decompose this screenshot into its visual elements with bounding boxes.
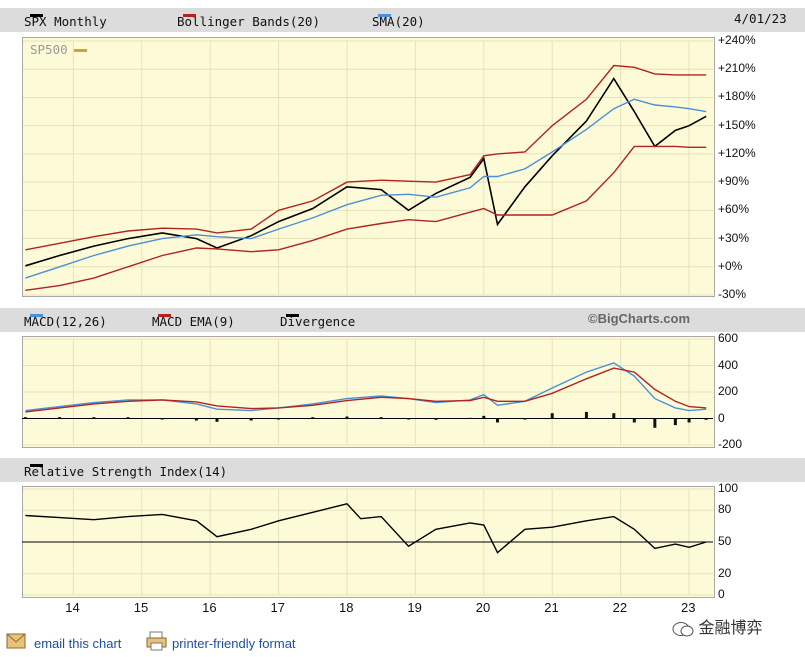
y-tick-label: -30% [718, 287, 747, 301]
printer-friendly-link[interactable]: printer-friendly format [172, 636, 296, 651]
divergence-bar [584, 411, 588, 419]
divergence-bar [673, 418, 677, 426]
macd-swatch [30, 314, 43, 317]
ema-swatch [158, 314, 171, 317]
y-tick-label: +60% [718, 202, 750, 217]
y-tick-label: +150% [718, 117, 756, 132]
divergence-bar [653, 418, 657, 428]
x-tick-label: 14 [65, 600, 80, 615]
divergence-bar [160, 418, 164, 420]
x-tick-label: 21 [544, 600, 559, 615]
y-tick-label: 0 [718, 587, 725, 601]
y-tick-label: 80 [718, 502, 732, 517]
footer: email this chart printer-friendly format… [0, 620, 805, 657]
series-line-sp500 [25, 77, 707, 267]
y-tick-label: +240% [718, 33, 756, 47]
divergence-bar [434, 418, 438, 420]
bb-swatch [183, 14, 196, 17]
series-line-macd-ema-9 [25, 367, 707, 413]
x-tick-label: 18 [338, 600, 354, 615]
brand-label: ©BigCharts.com [588, 311, 691, 326]
divergence-bar [687, 418, 691, 423]
y-tick-label: +180% [718, 89, 756, 104]
divergence-bar [345, 416, 349, 419]
series-line-macd-12-26 [25, 362, 707, 412]
y-tick-label: 100 [718, 481, 739, 495]
y-tick-label: 200 [718, 384, 739, 398]
chart-date: 4/01/23 [734, 11, 787, 26]
rsi-swatch [30, 464, 43, 467]
y-tick-label: 600 [718, 331, 739, 345]
y-tick-label: +30% [718, 230, 750, 245]
divergence-bar [311, 417, 315, 419]
series-line-rsi-14 [25, 503, 707, 554]
divergence-bar [58, 417, 62, 419]
printer-icon[interactable] [146, 631, 168, 651]
price-swatch [30, 14, 43, 17]
x-tick-label: 19 [407, 600, 422, 615]
divergence-bar [407, 418, 411, 420]
y-tick-label: 20 [718, 565, 732, 580]
email-chart-icon[interactable] [6, 631, 28, 651]
wechat-watermark: 金融博弈 [672, 614, 762, 638]
divergence-bar [92, 417, 96, 419]
sma-swatch [378, 14, 391, 17]
series-line-upper-bollinger [25, 64, 707, 251]
divergence-bar [612, 413, 616, 419]
x-tick-label: 16 [202, 600, 217, 615]
x-tick-label: 20 [475, 600, 491, 615]
x-tick-label: 22 [612, 600, 628, 615]
email-chart-link[interactable]: email this chart [34, 636, 122, 651]
price-panel [22, 37, 715, 297]
divergence-bar [632, 418, 636, 423]
wechat-icon [672, 621, 694, 637]
y-tick-label: -200 [718, 437, 743, 451]
div-swatch [286, 314, 299, 317]
series-swatch [73, 49, 87, 52]
divergence-bar [495, 418, 499, 423]
y-tick-label: 0 [718, 410, 725, 425]
y-tick-label: 50 [718, 534, 732, 548]
divergence-bar [468, 417, 472, 419]
divergence-bar [215, 418, 219, 422]
x-tick-label: 15 [133, 600, 149, 615]
divergence-bar [550, 413, 554, 419]
series-label: SP500 [30, 42, 87, 57]
series-line-lower-bollinger [25, 145, 707, 291]
divergence-bar [194, 418, 198, 421]
price-header: SPX Monthly Bollinger Bands(20) SMA(20) … [0, 8, 805, 32]
y-tick-label: +0% [718, 258, 743, 273]
y-tick-label: +90% [718, 174, 750, 189]
divergence-bar [277, 418, 281, 420]
macd-header: MACD(12,26) MACD EMA(9) Divergence ©BigC… [0, 308, 805, 332]
x-tick-label: 17 [270, 600, 286, 615]
divergence-bar [249, 418, 253, 421]
y-tick-label: +120% [718, 145, 756, 160]
divergence-bar [379, 417, 383, 419]
divergence-bar [126, 417, 130, 419]
y-tick-label: 400 [718, 357, 739, 372]
divergence-bar [704, 418, 708, 420]
divergence-bar [23, 417, 27, 419]
rsi-header: Relative Strength Index(14) [0, 458, 805, 482]
x-tick-label: 23 [681, 600, 696, 615]
series-line-sma-20 [25, 98, 707, 279]
divergence-bar [523, 418, 527, 420]
divergence-bar [482, 415, 486, 419]
y-tick-label: +210% [718, 61, 756, 76]
